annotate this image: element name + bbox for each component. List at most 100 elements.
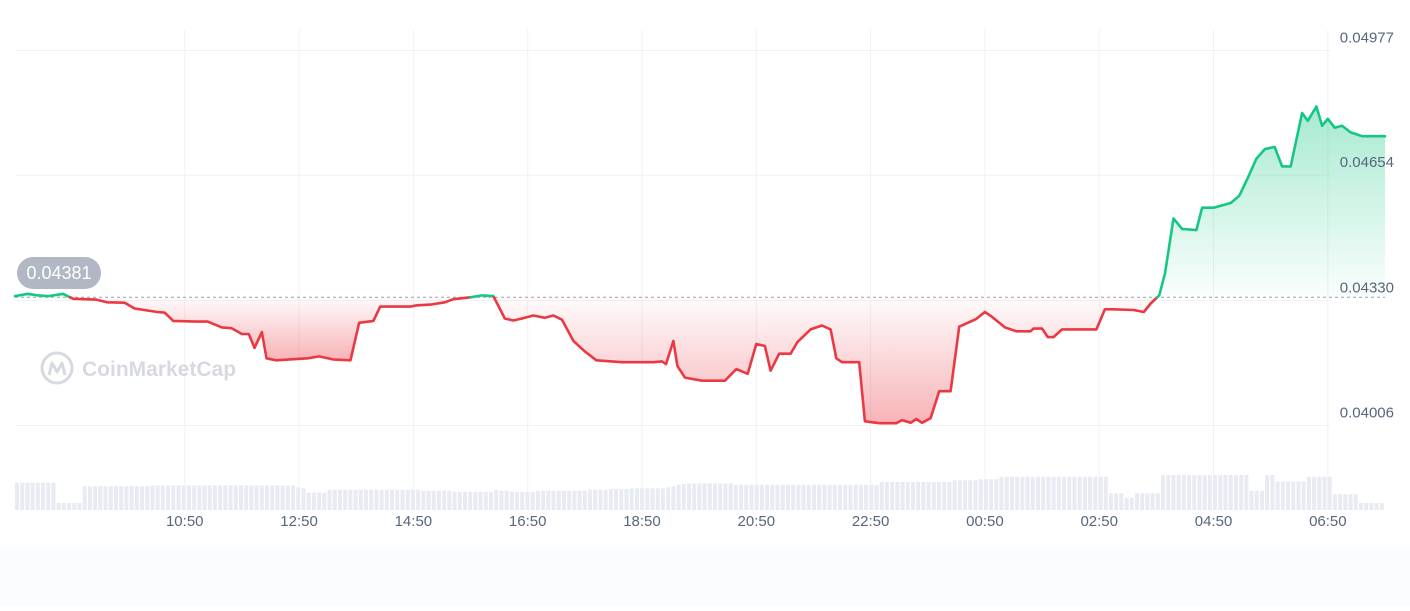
volume-bar: [895, 482, 900, 510]
area-up-segment: [1157, 106, 1385, 298]
volume-bar: [462, 491, 467, 510]
volume-bar: [775, 484, 780, 510]
volume-bar: [713, 483, 718, 510]
volume-bar: [858, 484, 863, 510]
volume-bar: [634, 488, 639, 510]
volume-bar: [1202, 475, 1207, 510]
volume-bar: [999, 476, 1004, 510]
y-tick-label: 0.04006: [1340, 405, 1394, 422]
x-tick-label: 18:50: [623, 513, 661, 530]
volume-bar: [817, 484, 822, 510]
volume-bar: [364, 489, 369, 510]
volume-bar: [129, 486, 134, 510]
volume-bar: [770, 484, 775, 510]
volume-bar: [108, 486, 113, 510]
volume-bar: [369, 489, 374, 510]
volume-bar: [426, 490, 431, 510]
volume-bar: [1317, 476, 1322, 510]
x-tick-label: 16:50: [509, 513, 547, 530]
x-tick-label: 00:50: [966, 513, 1004, 530]
volume-bar: [244, 485, 249, 510]
volume-bar: [416, 489, 421, 510]
volume-bar: [405, 489, 410, 510]
volume-bar: [1035, 476, 1040, 510]
coinmarketcap-logo-icon: [40, 351, 74, 385]
volume-bar: [1025, 476, 1030, 510]
volume-bar: [306, 492, 311, 510]
volume-bar: [176, 485, 181, 510]
volume-bar: [1353, 494, 1358, 510]
volume-bar: [87, 486, 92, 510]
volume-bar: [447, 490, 452, 510]
volume-bar: [660, 488, 665, 510]
volume-bar: [577, 490, 582, 510]
x-tick-label: 22:50: [852, 513, 890, 530]
volume-bar: [41, 482, 46, 510]
volume-bar: [171, 485, 176, 510]
x-tick-label: 06:50: [1309, 513, 1347, 530]
y-tick-label: 0.04654: [1340, 154, 1394, 171]
volume-bar: [718, 483, 723, 510]
volume-bar: [1233, 475, 1238, 510]
volume-bar: [1015, 476, 1020, 510]
volume-bar: [978, 479, 983, 510]
volume-bar: [1082, 476, 1087, 510]
volume-bar: [379, 489, 384, 510]
volume-bar: [98, 486, 103, 510]
volume-bar: [374, 489, 379, 510]
volume-bar: [1218, 475, 1223, 510]
volume-bar: [681, 484, 686, 510]
volume-bar: [843, 484, 848, 510]
volume-bar: [567, 490, 572, 510]
volume-bar: [280, 485, 285, 510]
volume-bar: [499, 490, 504, 510]
line-up-segment: [13, 292, 72, 299]
volume-bar: [619, 489, 624, 510]
volume-bar: [452, 491, 457, 510]
volume-bar: [223, 485, 228, 510]
volume-bar: [1134, 493, 1139, 510]
volume-bar: [588, 489, 593, 510]
volume-bar: [759, 484, 764, 510]
volume-bar: [744, 484, 749, 510]
volume-bar: [207, 485, 212, 510]
volume-bar: [228, 485, 233, 510]
volume-bar: [400, 489, 405, 510]
volume-bar: [702, 483, 707, 510]
volume-bar: [1161, 475, 1166, 510]
volume-bar: [291, 485, 296, 510]
volume-bar: [791, 484, 796, 510]
volume-bar: [311, 492, 316, 510]
volume-bar: [1322, 476, 1327, 510]
volume-bar: [384, 489, 389, 510]
y-tick-label: 0.04330: [1340, 279, 1394, 296]
volume-bar: [51, 482, 56, 510]
volume-bar: [1072, 476, 1077, 510]
volume-bar: [1119, 493, 1124, 510]
volume-bar: [1369, 503, 1374, 510]
volume-bar: [1327, 476, 1332, 510]
volume-bar: [442, 490, 447, 510]
volume-bar: [186, 485, 191, 510]
volume-bar: [1140, 493, 1145, 510]
volume-bar: [296, 487, 301, 510]
volume-bar: [1249, 490, 1254, 510]
volume-bar: [546, 490, 551, 510]
volume-bar: [614, 489, 619, 510]
volume-bar: [56, 503, 61, 510]
volume-bar: [1051, 476, 1056, 510]
volume-bar: [1187, 475, 1192, 510]
volume-bar: [916, 482, 921, 510]
volume-bar: [806, 484, 811, 510]
current-price-label: 0.04381: [26, 263, 91, 283]
volume-bar: [676, 484, 681, 510]
volume-bar: [358, 489, 363, 510]
volume-bar: [1286, 481, 1291, 510]
volume-bar: [957, 480, 962, 510]
volume-bar: [879, 482, 884, 510]
volume-bar: [20, 482, 25, 510]
current-price-badge-bg: [17, 257, 101, 289]
volume-bar: [337, 489, 342, 510]
